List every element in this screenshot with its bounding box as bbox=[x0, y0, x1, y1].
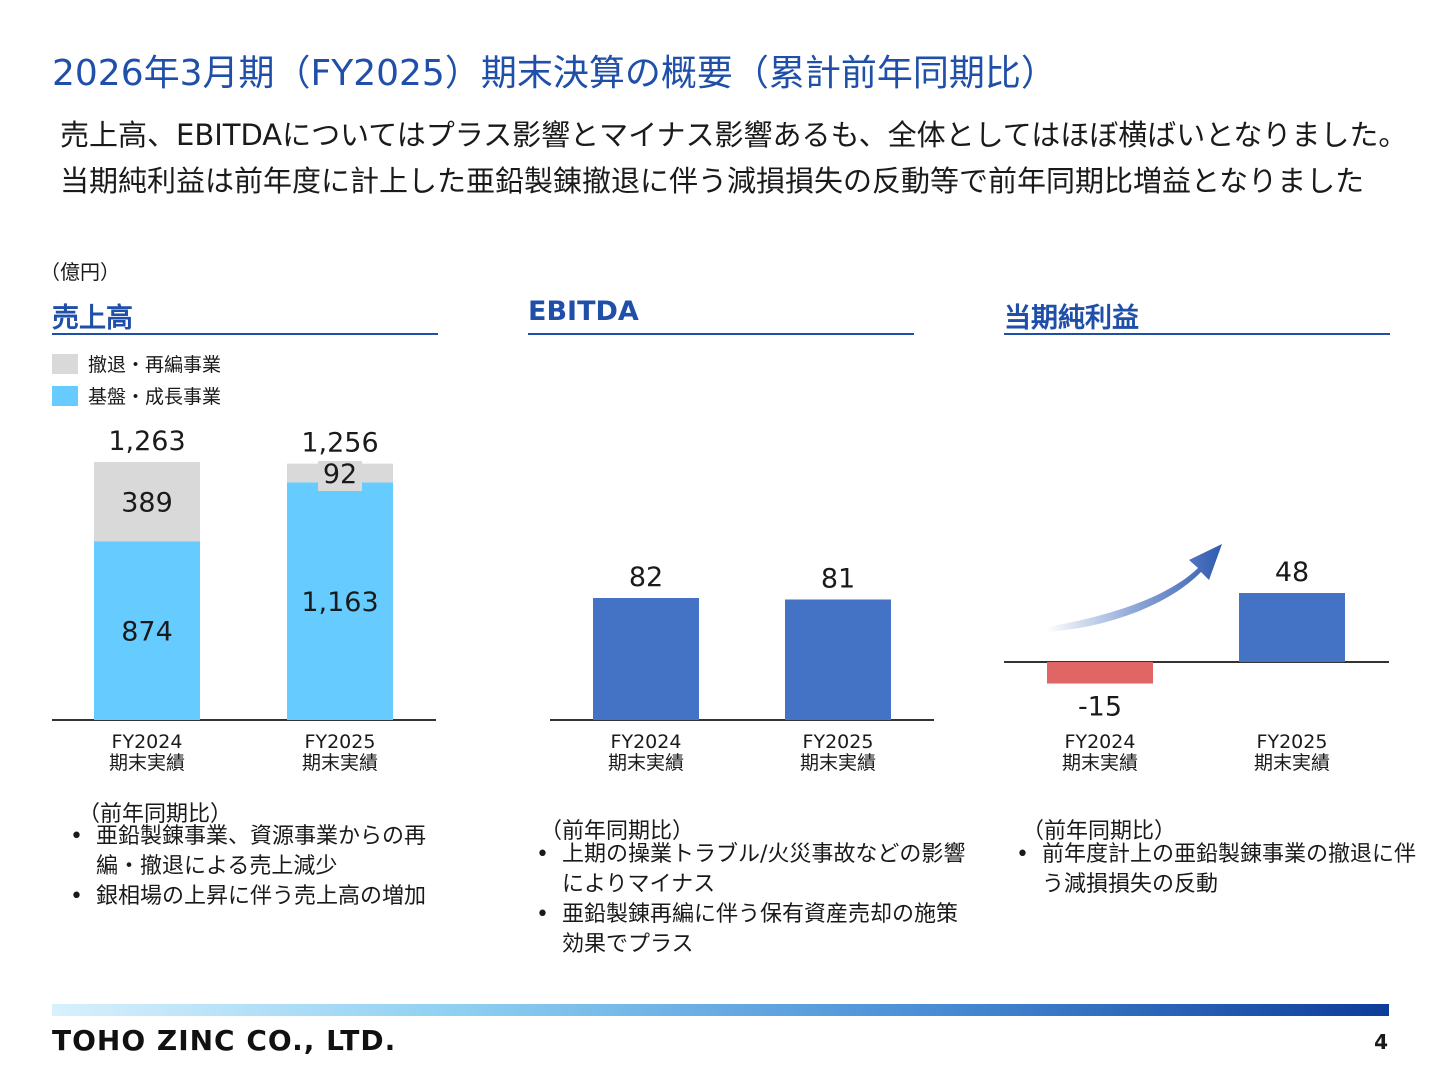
note-item: 亜鉛製錬再編に伴う保有資産売却の施策効果でプラス bbox=[532, 900, 972, 960]
note-item: 上期の操業トラブル/火災事故などの影響によりマイナス bbox=[532, 840, 972, 900]
bar-core-segment bbox=[94, 541, 200, 720]
x-tick-label: 期末実績 bbox=[1062, 752, 1138, 774]
legend-swatch-core bbox=[52, 385, 78, 406]
section-title-ebitda: EBITDA bbox=[528, 296, 639, 327]
legend-label-core: 基盤・成長事業 bbox=[88, 386, 222, 408]
section-rule-sales bbox=[52, 333, 438, 335]
x-tick-label: 期末実績 bbox=[608, 752, 684, 774]
x-tick-label: FY2025 bbox=[1257, 731, 1328, 753]
growth-arrow-icon bbox=[1046, 544, 1222, 632]
data-label-bg bbox=[318, 461, 362, 492]
x-tick-label: 期末実績 bbox=[1254, 752, 1330, 774]
x-tick-label: FY2024 bbox=[611, 731, 682, 753]
bar bbox=[785, 599, 891, 720]
lead-text: 売上高、EBITDAについてはプラス影響とマイナス影響あるも、全体としてはほぼ横… bbox=[60, 118, 1408, 198]
x-tick-label: FY2024 bbox=[1065, 731, 1136, 753]
footer-gradient-bar bbox=[52, 1004, 1389, 1016]
data-label: 389 bbox=[121, 488, 173, 519]
x-tick-label: 期末実績 bbox=[302, 752, 378, 774]
page-title: 2026年3月期（FY2025）期末決算の概要（累計前年同期比） bbox=[52, 53, 1057, 94]
data-label: 1,163 bbox=[301, 587, 378, 618]
bar bbox=[593, 598, 699, 720]
total-label: 1,256 bbox=[301, 428, 378, 459]
section-title-sales: 売上高 bbox=[52, 303, 133, 334]
note-item: 前年度計上の亜鉛製錬事業の撤退に伴う減損損失の反動 bbox=[1012, 840, 1432, 900]
company-logo: TOHO ZINC CO., LTD. bbox=[52, 1024, 397, 1057]
section-rule-net-income bbox=[1004, 333, 1390, 335]
data-label: 82 bbox=[629, 562, 663, 593]
data-label: -15 bbox=[1078, 692, 1122, 723]
sales-chart: 8743891,2631,163921,256FY2024期末実績FY2025期… bbox=[52, 426, 436, 774]
bar bbox=[1047, 662, 1153, 684]
legend-item-withdrawal: 撤退・再編事業 bbox=[52, 350, 221, 377]
legend-label-withdrawal: 撤退・再編事業 bbox=[88, 354, 222, 376]
total-label: 1,263 bbox=[108, 426, 185, 457]
section-title-net-income: 当期純利益 bbox=[1004, 303, 1139, 334]
bar bbox=[1239, 593, 1345, 662]
x-tick-label: 期末実績 bbox=[800, 752, 876, 774]
note-list-net-income: 前年度計上の亜鉛製錬事業の撤退に伴う減損損失の反動 bbox=[1012, 840, 1432, 900]
data-label: 92 bbox=[323, 459, 357, 490]
note-item: 亜鉛製錬事業、資源事業からの再編・撤退による売上減少 bbox=[66, 822, 426, 882]
data-label: 874 bbox=[121, 617, 173, 648]
note-list-ebitda: 上期の操業トラブル/火災事故などの影響によりマイナス 亜鉛製錬再編に伴う保有資産… bbox=[532, 840, 972, 960]
x-tick-label: FY2025 bbox=[305, 731, 376, 753]
page-number: 4 bbox=[1374, 1030, 1388, 1054]
bar-core-segment bbox=[287, 482, 393, 720]
bar-withdrawal-segment bbox=[94, 462, 200, 542]
x-tick-label: 期末実績 bbox=[109, 752, 185, 774]
section-rule-ebitda bbox=[528, 333, 914, 335]
data-label: 48 bbox=[1275, 557, 1309, 588]
note-list-sales: 亜鉛製錬事業、資源事業からの再編・撤退による売上減少 銀相場の上昇に伴う売上高の… bbox=[66, 822, 426, 912]
legend-item-core: 基盤・成長事業 bbox=[52, 382, 221, 409]
note-item: 銀相場の上昇に伴う売上高の増加 bbox=[66, 882, 426, 912]
unit-label: （億円） bbox=[40, 260, 120, 284]
x-tick-label: FY2025 bbox=[803, 731, 874, 753]
data-label: 81 bbox=[821, 563, 855, 594]
legend-swatch-withdrawal bbox=[52, 353, 78, 374]
x-tick-label: FY2024 bbox=[112, 731, 183, 753]
